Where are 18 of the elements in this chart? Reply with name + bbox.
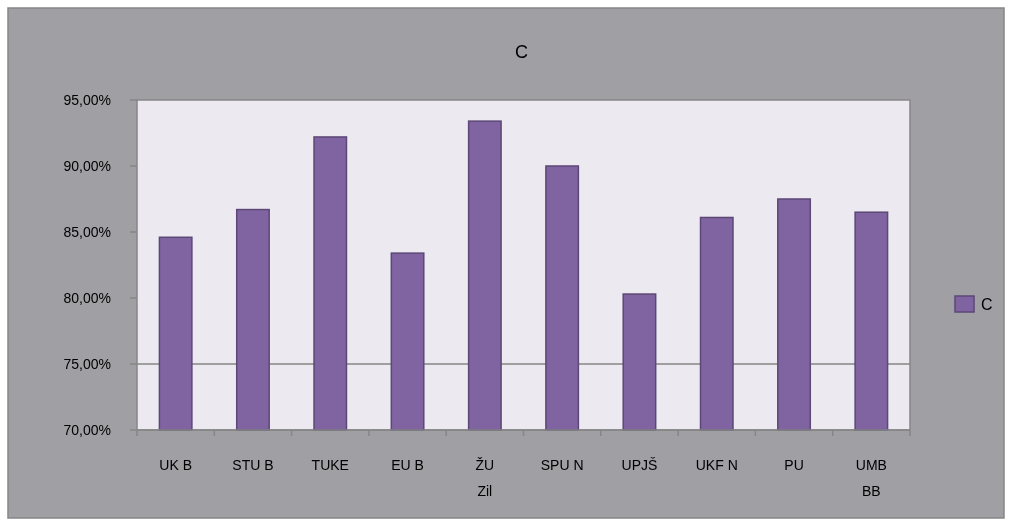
- chart-title: C: [515, 42, 528, 62]
- y-tick-label: 80,00%: [63, 289, 111, 306]
- x-tick-label: PU: [784, 457, 804, 473]
- x-tick-label: EU B: [391, 457, 424, 473]
- y-tick-label: 85,00%: [63, 223, 111, 240]
- x-tick-label: UKF N: [695, 457, 738, 473]
- x-tick-label: STU B: [232, 457, 274, 473]
- x-tick-label: UMB BB: [855, 457, 887, 499]
- legend-label: C: [981, 295, 993, 313]
- y-tick-label: 70,00%: [63, 421, 111, 438]
- x-tick-label: SPU N: [540, 457, 584, 473]
- x-tick-label: TUKE: [311, 457, 349, 473]
- y-tick-label: 90,00%: [63, 157, 111, 174]
- y-tick-label: 95,00%: [63, 91, 111, 108]
- y-tick-label: 75,00%: [63, 355, 111, 372]
- x-tick-label: UPJŠ: [621, 457, 658, 473]
- x-tick-label: UK B: [159, 457, 192, 473]
- x-tick-label: ŽU Zil: [475, 457, 495, 499]
